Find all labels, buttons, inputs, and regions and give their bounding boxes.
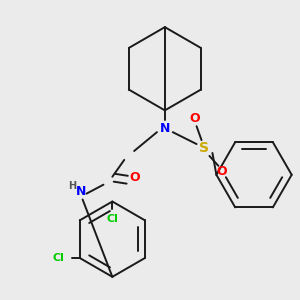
Text: O: O: [216, 165, 226, 178]
Text: N: N: [160, 122, 170, 135]
Text: Cl: Cl: [52, 253, 64, 263]
Text: O: O: [189, 112, 200, 125]
Text: Cl: Cl: [106, 214, 118, 224]
Text: O: O: [130, 171, 140, 184]
Text: H: H: [68, 181, 76, 191]
Text: N: N: [76, 185, 86, 198]
Text: S: S: [200, 141, 209, 155]
